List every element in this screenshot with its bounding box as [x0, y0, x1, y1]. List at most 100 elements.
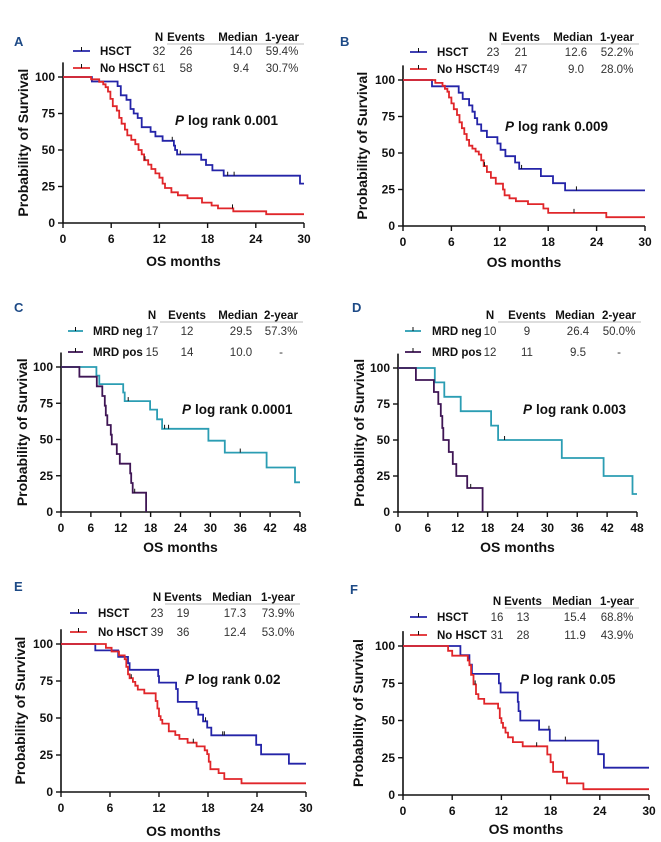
legend-n: 15	[146, 347, 159, 359]
legend-events: 14	[181, 347, 194, 359]
legend-rate: 50.0%	[603, 326, 636, 338]
x-axis-label: OS months	[146, 823, 221, 839]
legend-header: Events	[164, 592, 202, 604]
y-tick-label: 25	[42, 180, 56, 194]
legend-median: 9.5	[570, 347, 586, 359]
legend-label: MRD neg	[432, 326, 482, 338]
x-tick-label: 18	[481, 521, 495, 535]
x-tick-label: 12	[114, 521, 128, 535]
legend-header: Median	[218, 310, 258, 322]
legend-events: 58	[180, 63, 193, 75]
legend-header: 2-year	[264, 310, 298, 322]
x-tick-label: 18	[201, 801, 215, 815]
panel-a: A 0 25 50 75 100 0 6 12 18 24 30 OS months Probabilit…	[14, 32, 311, 269]
x-tick-label: 24	[511, 521, 525, 535]
legend-header: Median	[212, 592, 252, 604]
series-hsct: HSCT 32 26 14.0 59.4%	[63, 46, 304, 185]
y-tick-label: 75	[382, 110, 396, 124]
legend-rate: 43.9%	[601, 630, 634, 642]
x-tick-label: 0	[395, 521, 402, 535]
legend-median: 29.5	[230, 326, 252, 338]
legend-median: 14.0	[230, 46, 252, 58]
y-tick-label: 25	[382, 751, 396, 765]
x-tick-label: 30	[541, 521, 555, 535]
x-tick-label: 24	[250, 801, 264, 815]
legend-median: 12.6	[565, 47, 587, 59]
x-axis-label: OS months	[480, 539, 555, 555]
panel-b: B 0 25 50 75 100 0 6 12 18 24 30 OS months Probabilit…	[340, 32, 652, 270]
legend-header: N	[155, 32, 163, 44]
legend-rate: 73.9%	[262, 608, 295, 620]
y-axis-label: Probability of Survival	[12, 637, 28, 785]
legend-rate: 53.0%	[262, 627, 295, 639]
legend-events: 36	[177, 627, 190, 639]
legend-median: 9.0	[568, 64, 584, 76]
legend-header: N	[489, 32, 497, 44]
legend-header: 2-year	[602, 310, 636, 322]
panel-c: C 0 25 50 75 100 0 6 12 18 24 30 36 42 48 OS months Prob…	[14, 300, 307, 555]
p-italic: P	[520, 672, 530, 687]
legend-n: 32	[153, 46, 166, 58]
legend-label: No HSCT	[437, 64, 487, 76]
y-tick-label: 25	[40, 748, 54, 762]
legend-n: 17	[146, 326, 159, 338]
legend-header: 1-year	[265, 32, 299, 44]
y-tick-label: 75	[382, 676, 396, 690]
legend-header: N	[486, 310, 494, 322]
legend-median: 26.4	[567, 326, 590, 338]
series-mrd-neg: MRD neg 17 12 29.5 57.3%	[61, 326, 300, 484]
x-tick-label: 12	[451, 521, 465, 535]
panel-letter: C	[14, 300, 24, 315]
y-axis-label: Probability of Survival	[351, 359, 367, 507]
legend-events: 47	[515, 64, 528, 76]
series-mrd-pos: MRD pos 15 14 10.0 -	[61, 347, 283, 512]
x-tick-label: 42	[600, 521, 614, 535]
legend-n: 23	[487, 47, 500, 59]
x-tick-label: 6	[449, 804, 456, 818]
legend-rate: -	[617, 347, 621, 359]
y-tick-label: 25	[40, 469, 54, 483]
legend-header: Median	[218, 32, 258, 44]
series-mrd-pos: MRD pos 12 11 9.5 -	[398, 347, 621, 512]
x-tick-label: 6	[88, 521, 95, 535]
legend-n: 61	[153, 63, 166, 75]
legend-n: 31	[491, 630, 504, 642]
legend-header: Events	[508, 310, 546, 322]
x-tick-label: 24	[590, 235, 604, 249]
x-tick-label: 48	[630, 521, 644, 535]
x-axis-label: OS months	[143, 539, 218, 555]
x-tick-label: 0	[400, 804, 407, 818]
p-value: log rank 0.02	[198, 672, 281, 687]
legend-n: 16	[491, 612, 504, 624]
y-tick-label: 25	[377, 469, 391, 483]
series-mrd-neg: MRD neg 10 9 26.4 50.0%	[398, 326, 637, 495]
legend-rate: 68.8%	[601, 612, 634, 624]
series-hsct: HSCT 23 19 17.3 73.9%	[61, 608, 306, 765]
y-axis-label: Probability of Survival	[350, 639, 366, 787]
y-tick-label: 0	[48, 216, 55, 230]
y-tick-label: 50	[40, 433, 54, 447]
p-value: log rank 0.009	[518, 119, 608, 134]
x-tick-label: 6	[108, 232, 115, 246]
x-tick-label: 0	[400, 235, 407, 249]
legend-events: 28	[517, 630, 530, 642]
legend-header: Events	[502, 32, 540, 44]
legend-header: Median	[553, 32, 593, 44]
legend-n: 39	[151, 627, 164, 639]
x-tick-label: 24	[174, 521, 188, 535]
series-hsct: HSCT 23 21 12.6 52.2%	[403, 47, 645, 192]
legend-events: 26	[180, 46, 193, 58]
y-tick-label: 100	[370, 361, 390, 375]
legend-header: Median	[555, 310, 595, 322]
x-tick-label: 48	[293, 521, 307, 535]
x-tick-label: 18	[542, 235, 556, 249]
x-tick-label: 18	[201, 232, 215, 246]
legend-rate: 30.7%	[266, 63, 299, 75]
x-tick-label: 30	[299, 801, 313, 815]
survival-curve	[61, 643, 306, 765]
y-tick-label: 100	[33, 360, 53, 374]
y-tick-label: 100	[35, 70, 55, 84]
legend-label: HSCT	[100, 46, 131, 58]
y-tick-label: 25	[382, 183, 396, 197]
